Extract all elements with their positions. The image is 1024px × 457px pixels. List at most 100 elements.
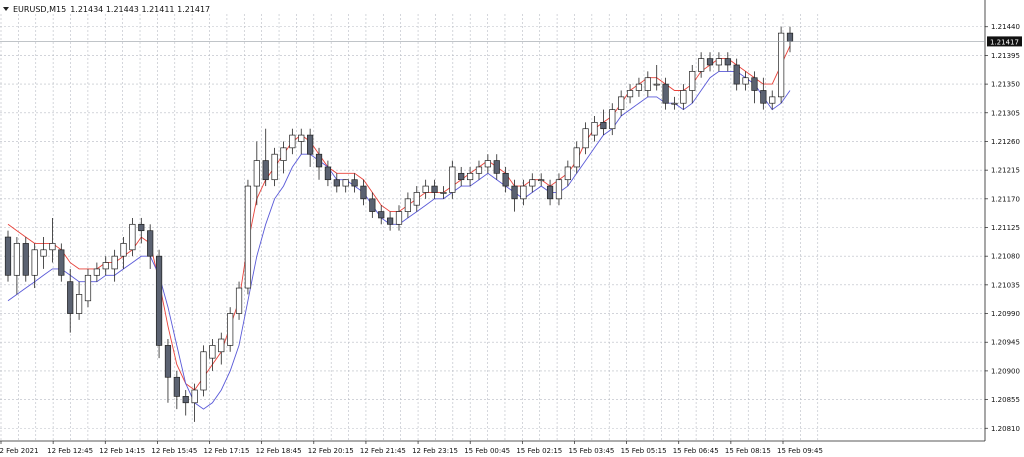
candle-body <box>120 243 127 257</box>
price-axis: 1.21440 1.21395 1.21350 1.21305 1.21260 1.212… <box>0 0 1022 441</box>
candle-body <box>173 376 180 397</box>
candle-body <box>546 185 554 200</box>
candle-body <box>751 77 758 91</box>
candle-body <box>662 83 669 104</box>
candle <box>466 166 474 187</box>
candle-body <box>609 109 616 130</box>
candle-body <box>778 32 785 98</box>
candle-body <box>333 179 340 187</box>
candle-body <box>227 313 234 346</box>
candle-body <box>689 71 696 91</box>
candle-body <box>58 249 65 276</box>
candle-body <box>733 64 740 85</box>
candle-body <box>422 185 429 193</box>
price-tick-label: 1.20810 <box>991 425 1020 433</box>
price-tick-label: 1.21080 <box>991 253 1020 261</box>
dropdown-triangle-icon[interactable] <box>3 7 9 11</box>
candle <box>315 147 323 180</box>
candle-body <box>484 160 491 168</box>
candle <box>413 186 420 212</box>
candle-body <box>67 281 74 314</box>
chart-title: EURUSD,M15 1.21434 1.21443 1.21411 1.214… <box>3 3 210 15</box>
candle-body <box>502 172 509 187</box>
candle-body <box>93 268 100 276</box>
candle <box>724 52 731 72</box>
candle-body <box>84 274 92 302</box>
candle-body <box>387 217 394 225</box>
candle-body <box>342 179 349 187</box>
candle-body <box>49 243 56 251</box>
candle <box>227 307 234 352</box>
candle <box>209 339 216 371</box>
time-tick-label: 15 Feb 00:45 <box>464 447 510 455</box>
candle-body <box>644 77 651 91</box>
candle-body <box>715 58 723 66</box>
candle <box>546 179 554 206</box>
candle-body <box>191 389 198 404</box>
candle <box>778 26 785 104</box>
candle-body <box>618 96 625 110</box>
time-tick-label: 15 Feb 03:45 <box>568 447 614 455</box>
candle <box>493 154 500 180</box>
candle-body <box>529 179 536 187</box>
time-tick-label: 12 Feb 20:15 <box>308 447 354 455</box>
current-price-label: 1.21417 <box>990 38 1019 46</box>
candle-body <box>280 147 287 161</box>
candle-body <box>760 90 767 104</box>
price-tick-label: 1.20855 <box>991 396 1020 404</box>
candle-body <box>129 223 136 251</box>
candle <box>40 237 47 269</box>
candle <box>280 141 287 174</box>
candle <box>360 179 367 206</box>
candle-body <box>209 345 216 359</box>
price-tick-label: 1.20900 <box>991 367 1020 375</box>
candle <box>458 166 465 187</box>
candle <box>609 103 616 136</box>
candle <box>155 249 163 359</box>
price-tick-label: 1.21395 <box>991 52 1020 60</box>
candle <box>715 52 723 72</box>
candle <box>520 179 527 206</box>
candle-body <box>155 255 163 346</box>
candle-body <box>458 172 465 181</box>
candle <box>404 192 411 218</box>
candle-body <box>635 83 643 91</box>
candle-body <box>742 77 749 85</box>
candle <box>529 173 536 193</box>
candle <box>102 256 109 276</box>
candle-body <box>75 294 83 314</box>
symbol-timeframe: EURUSD,M15 <box>13 4 67 14</box>
candle <box>49 217 56 263</box>
candle <box>120 237 127 269</box>
candle-body <box>307 134 314 155</box>
candle-body <box>244 185 252 289</box>
candle <box>706 52 714 72</box>
candle <box>564 160 571 187</box>
candle <box>378 205 385 225</box>
candle <box>324 160 332 187</box>
candle <box>200 345 207 397</box>
candle-body <box>31 249 38 276</box>
candle <box>333 173 340 193</box>
candle <box>93 262 100 282</box>
price-tick-label: 1.21440 <box>991 23 1020 31</box>
candle <box>58 243 65 282</box>
candle <box>626 84 634 104</box>
candle-body <box>315 153 323 168</box>
candle <box>173 370 180 410</box>
candle-body <box>520 185 527 200</box>
time-tick-label: 15 Feb 09:45 <box>777 447 823 455</box>
moving-average-line <box>7 70 791 410</box>
candle-body <box>324 166 332 181</box>
candle <box>555 173 563 206</box>
candle-body <box>289 134 296 149</box>
candle-body <box>378 211 385 219</box>
price-tick-label: 1.21170 <box>991 195 1020 203</box>
candle <box>191 383 198 422</box>
candle <box>662 77 669 110</box>
candle-body <box>555 179 563 200</box>
candle-body <box>262 160 269 181</box>
time-tick-label: 12 Feb 12:45 <box>47 447 93 455</box>
